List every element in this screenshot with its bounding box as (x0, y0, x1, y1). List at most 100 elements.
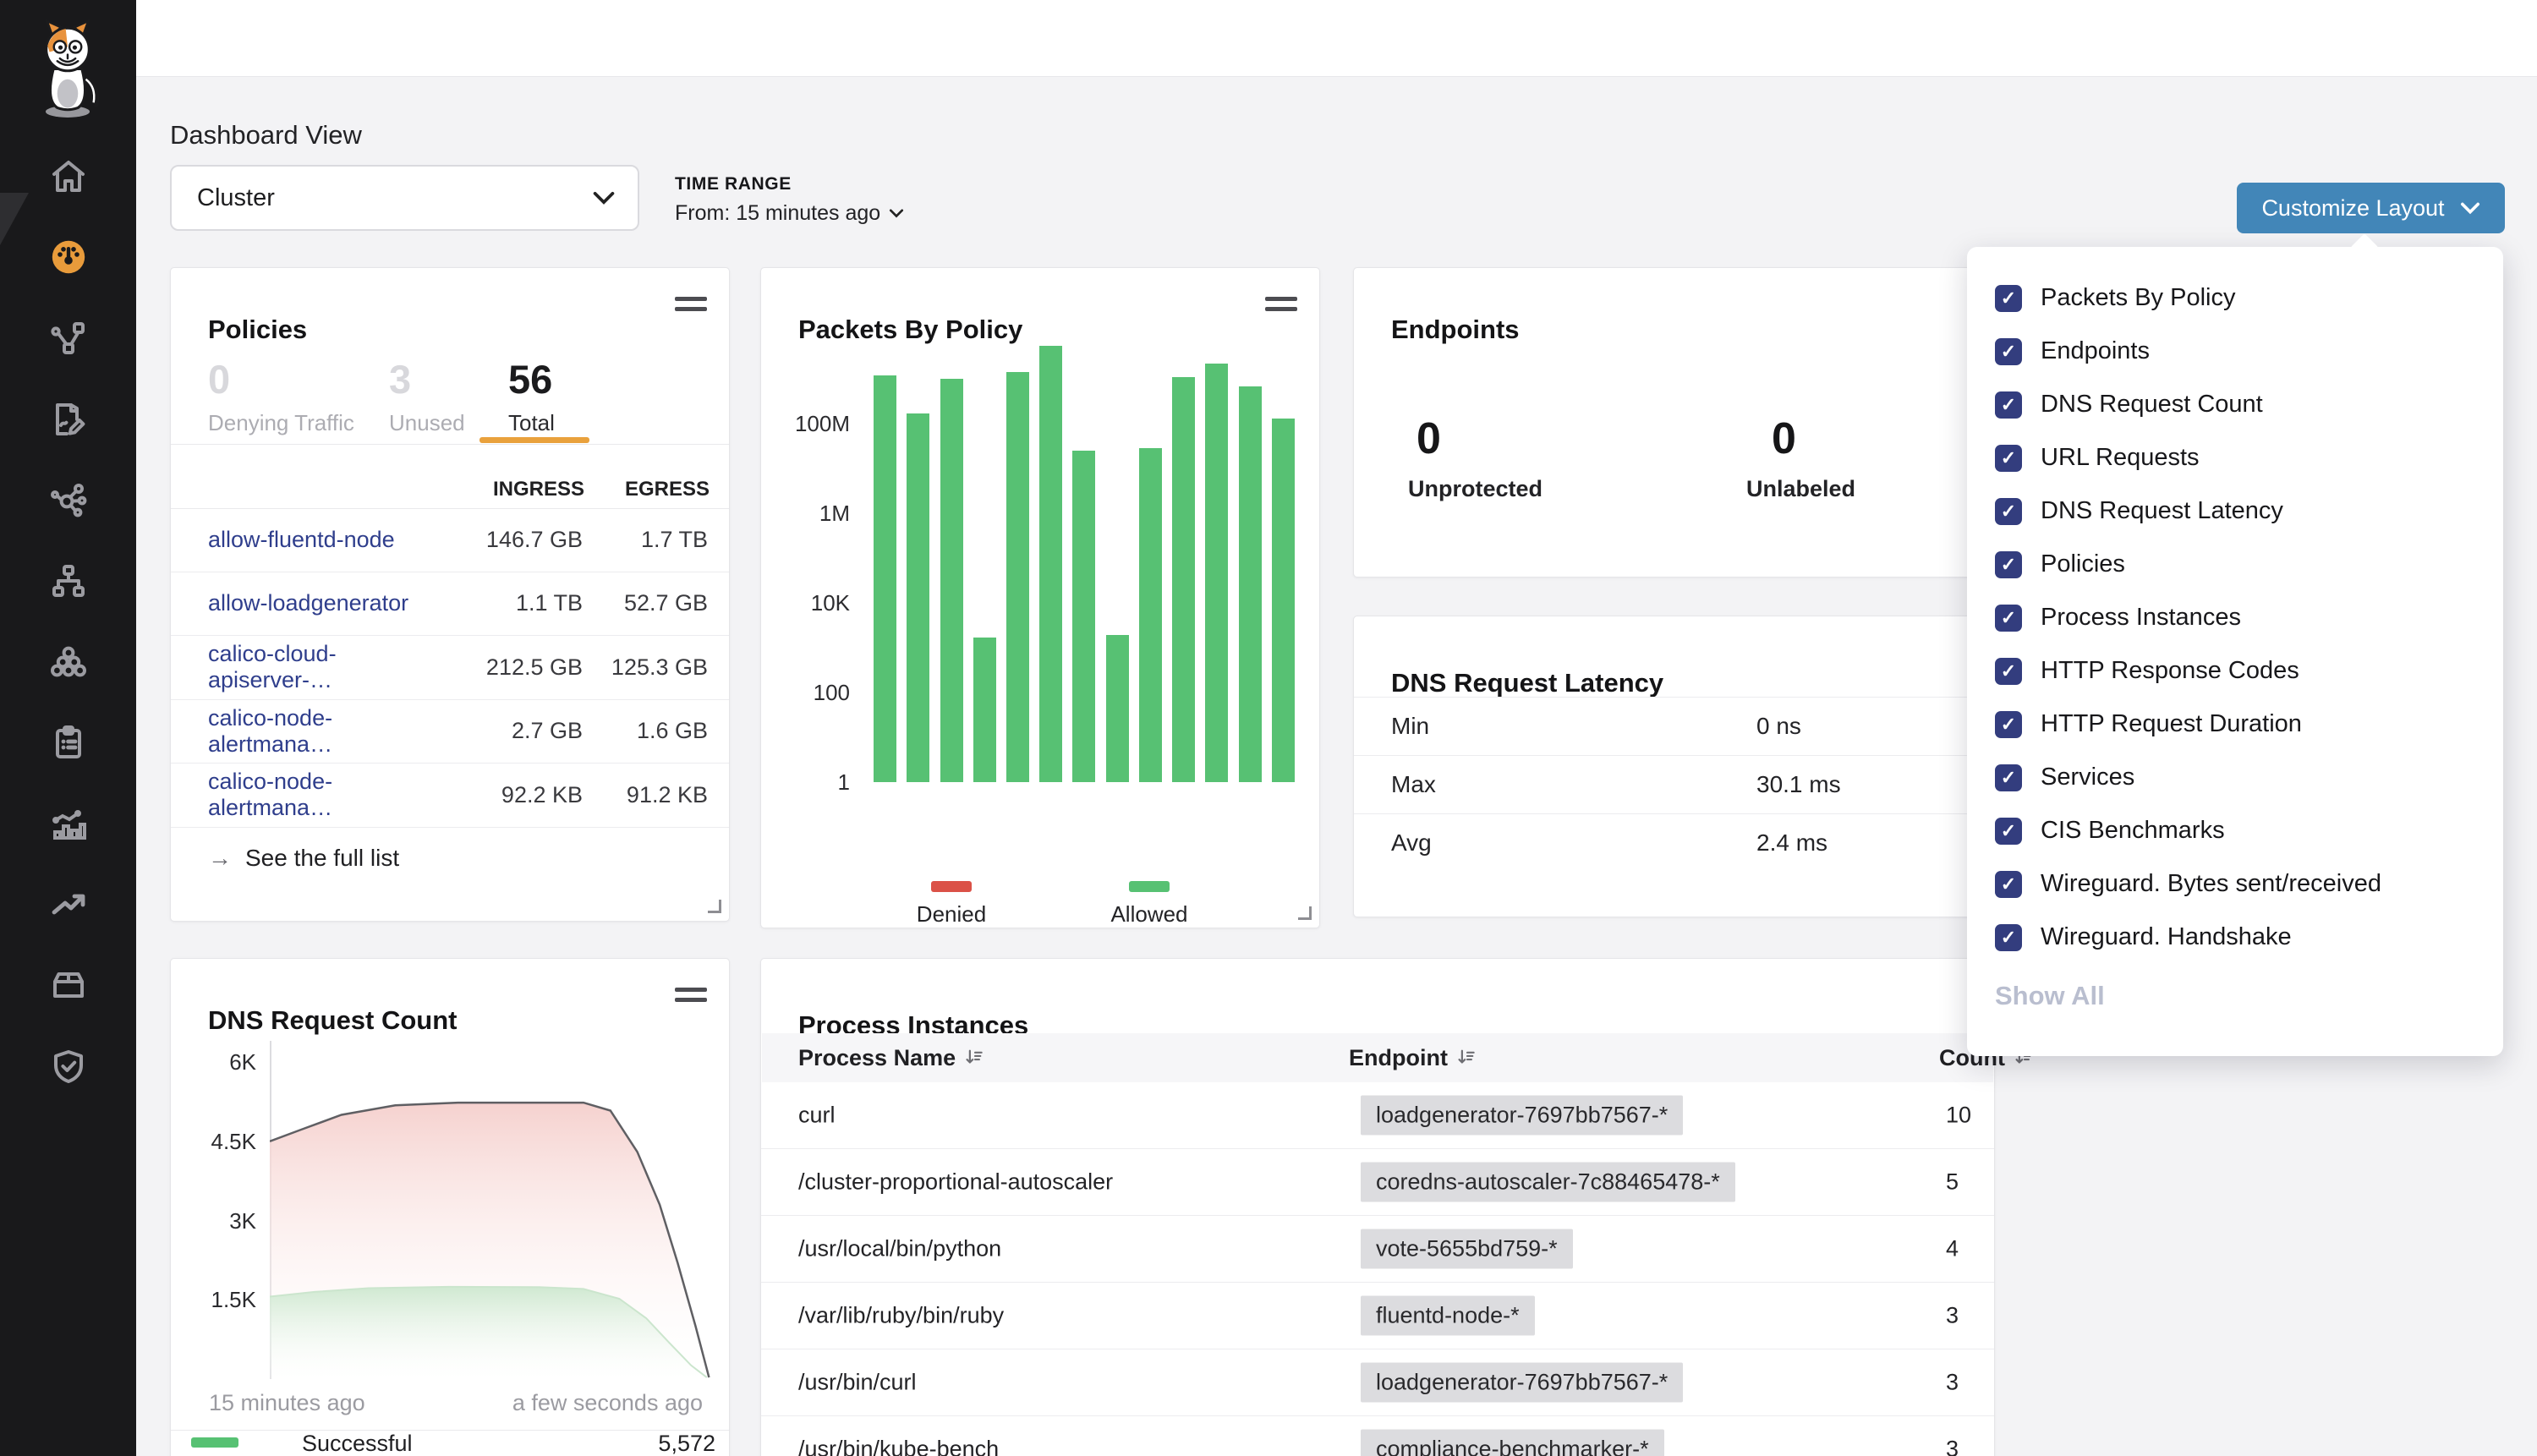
latency-metric-value: 0 ns (1756, 713, 1801, 739)
sitemap-icon (52, 565, 85, 597)
policy-name-link[interactable]: allow-loadgenerator (208, 590, 409, 616)
stat-label[interactable]: Total (508, 410, 555, 435)
latency-metric-label: Avg (1391, 829, 1432, 856)
process-name: /usr/bin/curl (798, 1369, 917, 1395)
latency-metric-label: Min (1391, 713, 1430, 739)
stat-label[interactable]: Unused (389, 410, 465, 435)
sidebar-item-statistics[interactable] (48, 803, 89, 844)
menu-item-checkbox[interactable]: ✓ Process Instances (1995, 591, 2503, 644)
table-header-row (762, 1033, 1993, 1082)
sidebar-item-policy-edit[interactable] (48, 399, 89, 440)
sidebar-item-compliance-clipboard[interactable] (48, 722, 89, 763)
ingress-value: 1.1 TB (515, 590, 583, 616)
column-header-egress[interactable]: EGRESS (624, 478, 710, 501)
endpoint-pill: loadgenerator-7697bb7567-* (1361, 1095, 1684, 1136)
count-value: 3 (1946, 1302, 1959, 1328)
process-name: /cluster-proportional-autoscaler (798, 1169, 1114, 1195)
policy-row: calico-node-alertmana… 92.2 KB 91.2 KB (171, 764, 729, 828)
y-tick-label: 10K (810, 590, 850, 616)
dns-request-latency-card: DNS Request Latency Min 0 ns Max 30.1 ms Avg… (1353, 616, 1995, 917)
menu-item-label: HTTP Request Duration (2041, 710, 2302, 737)
y-tick-label: 4.5K (211, 1128, 257, 1154)
see-full-list-link[interactable]: → See the full list (208, 845, 400, 871)
sidebar-item-endpoints-cluster[interactable] (48, 641, 89, 681)
checkbox-checked-icon[interactable]: ✓ (1995, 284, 2022, 312)
y-tick-label: 3K (229, 1207, 256, 1234)
bar-allowed (1138, 448, 1162, 782)
policy-name-link[interactable]: calico-node-alertmana… (208, 704, 333, 757)
menu-item-checkbox[interactable]: ✓ Endpoints (1995, 325, 2503, 378)
checkbox-checked-icon[interactable]: ✓ (1995, 444, 2022, 472)
policy-name-link[interactable]: allow-fluentd-node (208, 526, 395, 552)
policy-row: allow-fluentd-node 146.7 GB 1.7 TB (171, 508, 729, 572)
menu-item-checkbox[interactable]: ✓ DNS Request Count (1995, 378, 2503, 431)
menu-item-checkbox[interactable]: ✓ Packets By Policy (1995, 271, 2503, 325)
checkbox-checked-icon[interactable]: ✓ (1995, 923, 2022, 951)
menu-item-checkbox[interactable]: ✓ URL Requests (1995, 431, 2503, 484)
resize-corner-icon[interactable] (708, 900, 721, 913)
clipboard-list-icon (56, 725, 81, 758)
column-header-endpoint[interactable]: Endpoint (1349, 1033, 1475, 1082)
checkbox-checked-icon[interactable]: ✓ (1995, 817, 2022, 845)
x-label-start: 15 minutes ago (209, 1390, 365, 1415)
menu-item-checkbox[interactable]: ✓ DNS Request Latency (1995, 484, 2503, 538)
latency-metric-label: Max (1391, 771, 1436, 797)
checkbox-checked-icon[interactable]: ✓ (1995, 710, 2022, 738)
count-value: 3 (1946, 1369, 1959, 1395)
menu-item-checkbox[interactable]: ✓ HTTP Response Codes (1995, 644, 2503, 698)
statistics-icon (52, 810, 86, 840)
checkbox-checked-icon[interactable]: ✓ (1995, 337, 2022, 365)
menu-item-label: CIS Benchmarks (2041, 817, 2225, 844)
sidebar-item-flow-visualization[interactable] (48, 318, 89, 359)
card-title: Packets By Policy (798, 315, 1023, 344)
checkbox-checked-icon[interactable]: ✓ (1995, 764, 2022, 791)
policy-name-link[interactable]: calico-cloud-apiserver-… (208, 641, 337, 693)
stat-label[interactable]: Denying Traffic (208, 410, 354, 435)
ingress-value: 2.7 GB (511, 718, 583, 744)
menu-item-checkbox[interactable]: ✓ HTTP Request Duration (1995, 698, 2503, 751)
sidebar-item-package[interactable] (48, 965, 89, 1005)
sidebar-item-home[interactable] (48, 156, 89, 197)
menu-item-checkbox[interactable]: ✓ CIS Benchmarks (1995, 804, 2503, 857)
policy-name-link[interactable]: calico-node-alertmana… (208, 769, 333, 821)
menu-item-label: Process Instances (2041, 604, 2241, 631)
menu-item-checkbox[interactable]: ✓ Wireguard. Bytes sent/received (1995, 857, 2503, 911)
show-all-link[interactable]: Show All (1995, 981, 2105, 1010)
bar-allowed (1005, 372, 1029, 782)
menu-item-checkbox[interactable]: ✓ Services (1995, 751, 2503, 804)
checkbox-checked-icon[interactable]: ✓ (1995, 870, 2022, 898)
process-row: /usr/bin/curl loadgenerator-7697bb7567-* 3 (761, 1349, 1994, 1416)
legend-label-denied: Denied (916, 901, 987, 927)
sidebar-item-dashboards[interactable] (48, 237, 89, 277)
y-tick-label: 1 (837, 769, 850, 795)
process-table: curl loadgenerator-7697bb7567-* 10/cluster… (761, 1082, 1994, 1456)
bar-allowed (1271, 419, 1295, 782)
drag-handle-icon[interactable] (675, 297, 707, 311)
time-range-value[interactable]: From: 15 minutes ago (675, 201, 904, 226)
checkbox-checked-icon[interactable]: ✓ (1995, 657, 2022, 685)
chevron-down-icon (2460, 202, 2479, 214)
latency-row: Max 30.1 ms (1354, 755, 1994, 813)
unlabeled-label: Unlabeled (1746, 476, 1856, 501)
sidebar-item-service-graph[interactable] (48, 479, 89, 520)
dashboard-view-select[interactable]: Cluster (170, 165, 639, 231)
y-tick-label: 1M (819, 501, 850, 526)
checkbox-checked-icon[interactable]: ✓ (1995, 497, 2022, 525)
sidebar-item-trend[interactable] (48, 884, 89, 925)
checkbox-checked-icon[interactable]: ✓ (1995, 391, 2022, 419)
customize-layout-button[interactable]: Customize Layout (2237, 183, 2505, 233)
drag-handle-icon[interactable] (675, 988, 707, 1002)
sidebar-item-sitemap[interactable] (48, 561, 89, 601)
menu-item-checkbox[interactable]: ✓ Wireguard. Handshake (1995, 911, 2503, 964)
resize-corner-icon[interactable] (1298, 906, 1312, 920)
menu-item-checkbox[interactable]: ✓ Policies (1995, 538, 2503, 591)
egress-value: 1.7 TB (640, 526, 708, 552)
menu-item-label: Policies (2041, 550, 2125, 577)
column-header-ingress[interactable]: INGRESS (492, 478, 584, 501)
column-header-process-name[interactable]: Process Name (798, 1033, 983, 1082)
checkbox-checked-icon[interactable]: ✓ (1995, 550, 2022, 578)
drag-handle-icon[interactable] (1265, 297, 1297, 311)
sidebar-item-shield[interactable] (48, 1046, 89, 1087)
checkbox-checked-icon[interactable]: ✓ (1995, 604, 2022, 632)
menu-item-label: HTTP Response Codes (2041, 657, 2299, 684)
